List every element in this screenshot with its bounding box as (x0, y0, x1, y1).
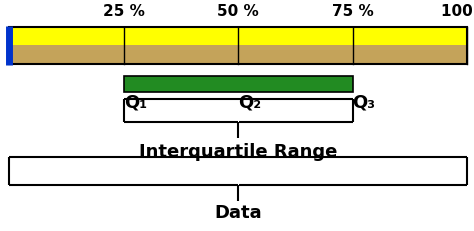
Bar (9, 28, 467, 46)
Bar (124, 76, 353, 92)
Text: Q₃: Q₃ (353, 94, 375, 112)
Text: 75 %: 75 % (332, 3, 374, 18)
Text: 25 %: 25 % (103, 3, 145, 18)
Text: Q₂: Q₂ (238, 94, 261, 112)
Bar (9, 28, 467, 65)
Text: Data: Data (214, 203, 262, 221)
Text: 50 %: 50 % (217, 3, 259, 18)
Text: Q₁: Q₁ (124, 94, 147, 112)
Bar (9, 46, 467, 65)
Text: Interquartile Range: Interquartile Range (139, 142, 337, 160)
Text: 100 %: 100 % (441, 3, 474, 18)
